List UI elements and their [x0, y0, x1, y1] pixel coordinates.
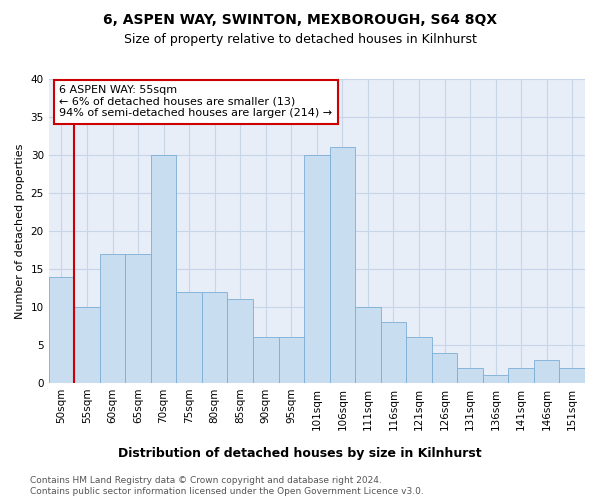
Bar: [534, 360, 559, 383]
Bar: [432, 352, 457, 383]
Bar: [278, 338, 304, 383]
Text: 6, ASPEN WAY, SWINTON, MEXBOROUGH, S64 8QX: 6, ASPEN WAY, SWINTON, MEXBOROUGH, S64 8…: [103, 12, 497, 26]
Bar: [49, 276, 74, 383]
Y-axis label: Number of detached properties: Number of detached properties: [15, 144, 25, 318]
Bar: [380, 322, 406, 383]
Text: Distribution of detached houses by size in Kilnhurst: Distribution of detached houses by size …: [118, 448, 482, 460]
Bar: [304, 155, 329, 383]
Bar: [483, 376, 508, 383]
Bar: [406, 338, 432, 383]
Bar: [125, 254, 151, 383]
Bar: [202, 292, 227, 383]
Text: Contains HM Land Registry data © Crown copyright and database right 2024.: Contains HM Land Registry data © Crown c…: [30, 476, 382, 485]
Text: Size of property relative to detached houses in Kilnhurst: Size of property relative to detached ho…: [124, 32, 476, 46]
Bar: [253, 338, 278, 383]
Bar: [457, 368, 483, 383]
Bar: [227, 300, 253, 383]
Text: 6 ASPEN WAY: 55sqm
← 6% of detached houses are smaller (13)
94% of semi-detached: 6 ASPEN WAY: 55sqm ← 6% of detached hous…: [59, 85, 332, 118]
Bar: [355, 307, 380, 383]
Bar: [176, 292, 202, 383]
Bar: [329, 148, 355, 383]
Bar: [100, 254, 125, 383]
Bar: [74, 307, 100, 383]
Bar: [508, 368, 534, 383]
Bar: [559, 368, 585, 383]
Text: Contains public sector information licensed under the Open Government Licence v3: Contains public sector information licen…: [30, 488, 424, 496]
Bar: [151, 155, 176, 383]
